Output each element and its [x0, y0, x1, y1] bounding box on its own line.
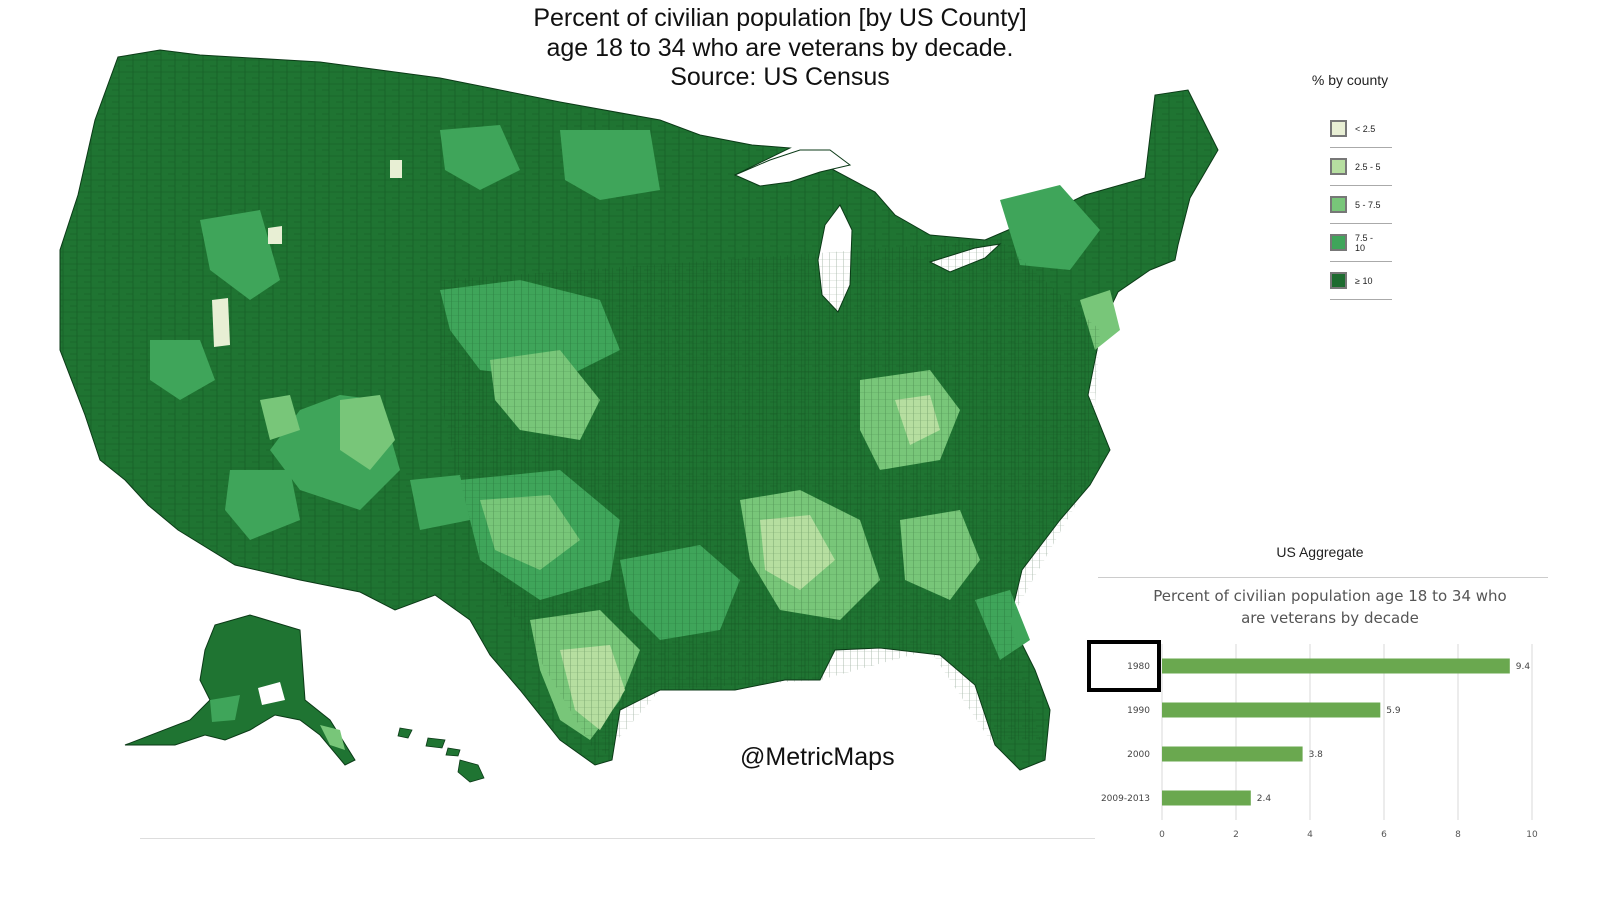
aggregate-divider [1098, 577, 1548, 578]
legend-items: < 2.5 2.5 - 5 5 - 7.5 7.5 - 10 ≥ 10 [1290, 110, 1430, 300]
chart-title-line-1: Percent of civilian population age 18 to… [1153, 587, 1507, 605]
aggregate-heading: US Aggregate [1276, 544, 1364, 560]
data-label: 3.8 [1309, 750, 1324, 760]
x-tick-label: 4 [1307, 830, 1313, 840]
legend-item-2-5-to-5: 2.5 - 5 [1330, 148, 1392, 186]
lake-superior [733, 149, 852, 187]
x-tick-label: 8 [1455, 830, 1461, 840]
hawaii [397, 727, 485, 783]
legend-swatch [1330, 196, 1347, 213]
x-tick-label: 0 [1159, 830, 1165, 840]
legend-item-lt-2-5: < 2.5 [1330, 110, 1392, 148]
legend-swatch [1330, 120, 1347, 137]
legend-label: < 2.5 [1355, 123, 1376, 134]
title-line-3: Source: US Census [670, 63, 890, 91]
x-tick-label: 6 [1381, 830, 1387, 840]
legend-item-5-to-7-5: 5 - 7.5 [1330, 186, 1392, 224]
bottom-divider [140, 838, 1095, 839]
data-label: 9.4 [1516, 662, 1531, 672]
map-title: Percent of civilian population [by US Co… [430, 4, 1130, 93]
legend-label: 2.5 - 5 [1355, 161, 1381, 172]
legend-swatch [1330, 158, 1347, 175]
bar [1162, 746, 1303, 762]
legend-title: % by county [1311, 72, 1389, 88]
category-label: 2000 [1127, 750, 1150, 760]
legend-item-gte-10: ≥ 10 [1330, 262, 1392, 300]
x-tick-label: 10 [1526, 830, 1538, 840]
watermark: @MetricMaps [740, 743, 895, 771]
legend-swatch [1330, 272, 1347, 289]
x-tick-label: 2 [1233, 830, 1239, 840]
legend-item-7-5-to-10: 7.5 - 10 [1330, 224, 1392, 262]
category-label: 1990 [1127, 706, 1150, 716]
highlight-box [1087, 640, 1161, 692]
bar [1162, 658, 1510, 674]
legend-label: 7.5 - 10 [1355, 232, 1374, 253]
county-fine-texture [440, 240, 1100, 760]
data-label: 2.4 [1257, 794, 1272, 804]
legend-label: 5 - 7.5 [1355, 199, 1381, 210]
aggregate-bar-chart: 0 2 4 6 8 10 1980 9.4 1990 5.9 2000 3.8 2009-2013 2.4 [1087, 640, 1538, 840]
title-line-2: age 18 to 34 who are veterans by decade. [546, 33, 1014, 62]
bar [1162, 702, 1381, 718]
chart-title-line-2: are veterans by decade [1241, 609, 1419, 627]
contiguous-us [59, 49, 1219, 771]
legend-swatch [1330, 234, 1347, 251]
chart-title: Percent of civilian population age 18 to… [1130, 585, 1530, 629]
category-label: 1980 [1127, 662, 1150, 672]
data-label: 5.9 [1386, 706, 1401, 716]
legend-label: ≥ 10 [1355, 275, 1373, 286]
legend: % by county < 2.5 2.5 - 5 5 - 7.5 7.5 - … [1290, 72, 1430, 300]
bar [1162, 790, 1251, 806]
category-label: 2009-2013 [1101, 794, 1150, 804]
alaska [124, 614, 356, 766]
title-line-1: Percent of civilian population [by US Co… [533, 4, 1027, 32]
